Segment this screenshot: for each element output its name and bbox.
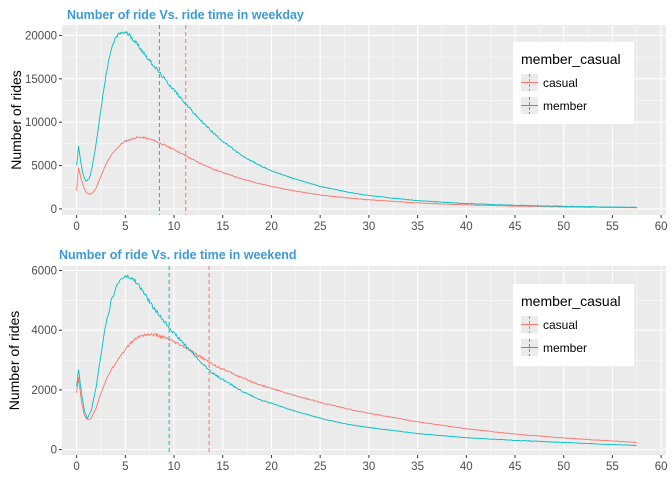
y-tick-label: 0 [51,445,57,457]
x-tick-label: 50 [557,221,570,233]
x-tick-label: 15 [216,221,229,233]
legend-label-casual: casual [543,76,578,90]
x-tick-label: 35 [411,221,424,233]
x-tick-label: 0 [73,221,79,233]
x-tick-label: 5 [122,221,128,233]
series-line-member [76,274,637,447]
x-tick-label: 10 [168,461,181,473]
series-line-member [76,30,637,209]
y-tick-label: 5000 [31,161,57,173]
weekday-chart-panel: 0 5 10 15 20 25 30 35 40 45 50 55 60 0 5000 10000 15000 2… [8,25,668,233]
x-tick-label: 20 [265,221,278,233]
legend-title: member_casual [521,51,621,67]
x-tick-label: 60 [655,461,668,473]
x-tick-label: 55 [606,461,619,473]
x-tick-label: 15 [216,461,229,473]
y-tick-label: 20000 [25,30,57,42]
y-tick-label: 4000 [31,325,57,337]
x-tick-label: 25 [314,221,327,233]
weekend-chart-panel: 0 5 10 15 20 25 30 35 40 45 50 55 60 0 2000 4000 6000 Num… [6,265,668,473]
legend-label-member: member [543,99,587,113]
x-tick-label: 30 [362,461,375,473]
x-tick-label: 5 [122,461,128,473]
y-axis-title: Number of rides [6,311,22,411]
x-tick-label: 20 [265,461,278,473]
y-tick-label: 10000 [25,117,57,129]
x-tick-label: 45 [509,461,522,473]
legend-label-member: member [543,341,587,355]
series-line-casual [76,332,637,443]
x-tick-label: 10 [168,221,181,233]
legend-label-casual: casual [543,318,578,332]
x-tick-label: 25 [314,461,327,473]
legend-title: member_casual [521,293,621,309]
weekend-chart-title: Number of ride Vs. ride time in weekend [59,248,297,262]
x-tick-label: 30 [362,221,375,233]
x-tick-label: 40 [460,221,473,233]
x-tick-label: 40 [460,461,473,473]
x-tick-label: 35 [411,461,424,473]
x-tick-label: 60 [655,221,668,233]
x-tick-label: 0 [73,461,79,473]
y-axis-title: Number of rides [8,70,24,170]
y-tick-label: 6000 [31,265,57,277]
y-tick-label: 0 [51,204,57,216]
y-tick-label: 15000 [25,74,57,86]
y-tick-label: 2000 [31,385,57,397]
weekday-chart-title: Number of ride Vs. ride time in weekday [67,8,304,22]
x-tick-label: 45 [509,221,522,233]
x-tick-label: 55 [606,221,619,233]
x-tick-label: 50 [557,461,570,473]
